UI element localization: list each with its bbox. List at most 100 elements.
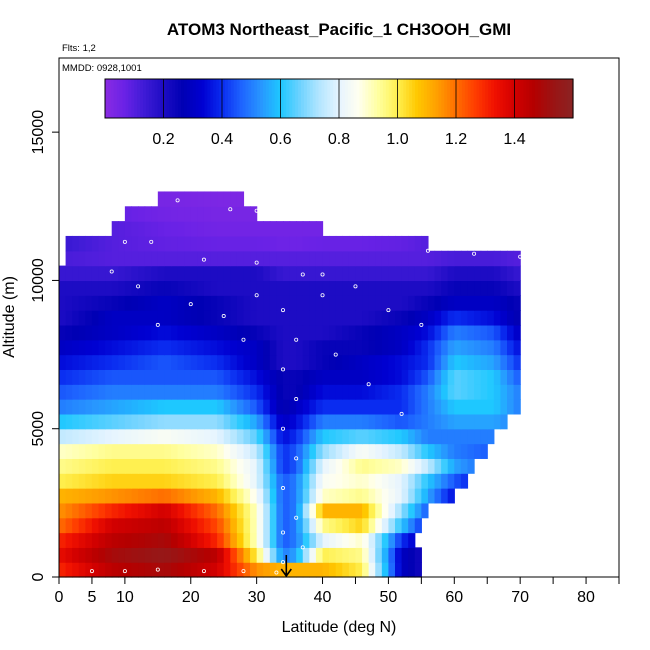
heatmap-cell — [124, 532, 133, 548]
colorbar-segment — [151, 79, 156, 118]
colorbar-segment — [441, 79, 445, 118]
heatmap-cell — [138, 324, 146, 341]
heatmap-cell — [355, 265, 363, 282]
heatmap-cell — [111, 443, 119, 459]
heatmap-cell — [250, 250, 258, 267]
heatmap-cell — [256, 547, 264, 563]
heatmap-cell — [236, 562, 245, 578]
heatmap-cell — [513, 399, 521, 415]
heatmap-cell — [164, 265, 172, 282]
heatmap-cell — [513, 384, 521, 400]
y-tick-label: 5000 — [30, 411, 47, 447]
heatmap-cell — [362, 310, 370, 326]
heatmap-cell — [269, 473, 278, 489]
heatmap-cell — [138, 369, 146, 385]
heatmap-cell — [138, 413, 146, 430]
heatmap-cell — [487, 399, 495, 415]
flight-track-point — [89, 569, 94, 574]
heatmap-cell — [421, 488, 429, 504]
heatmap-cell — [243, 532, 251, 548]
heatmap-cell — [460, 473, 469, 489]
heatmap-cell — [65, 517, 73, 534]
heatmap-cell — [223, 473, 231, 489]
heatmap-cell — [269, 339, 278, 356]
heatmap-cell — [118, 428, 126, 445]
heatmap-cell — [348, 428, 357, 445]
heatmap-cell — [289, 532, 297, 548]
flight-track-point — [280, 367, 285, 372]
heatmap-cell — [302, 221, 310, 237]
heatmap-cell — [329, 235, 337, 252]
heatmap-cell — [171, 354, 179, 370]
heatmap-cell — [124, 221, 133, 237]
heatmap-cell — [217, 532, 225, 548]
x-tick-label: 5 — [87, 589, 96, 606]
heatmap-cell — [223, 458, 231, 474]
heatmap-cell — [223, 443, 231, 459]
heatmap-cell — [289, 265, 297, 282]
heatmap-cell — [375, 250, 383, 267]
colorbar-segment — [517, 79, 521, 118]
heatmap-cell — [309, 324, 317, 341]
heatmap-cell — [381, 339, 390, 356]
heatmap-cell — [355, 235, 363, 252]
heatmap-cell — [151, 384, 159, 400]
colorbar-segment — [300, 79, 305, 118]
heatmap-cell — [111, 458, 119, 474]
heatmap-cell — [322, 265, 330, 282]
heatmap-cell — [414, 399, 422, 415]
heatmap-cell — [164, 473, 172, 489]
colorbar-segment — [359, 79, 363, 118]
x-tick-label: 20 — [182, 589, 200, 606]
heatmap-cell — [381, 443, 390, 459]
heatmap-cell — [329, 354, 337, 370]
colorbar-segment — [236, 79, 241, 118]
heatmap-cell — [296, 295, 304, 311]
heatmap-cell — [105, 517, 113, 534]
heatmap-cell — [190, 221, 198, 237]
heatmap-cell — [388, 547, 396, 563]
heatmap-cell — [460, 428, 469, 445]
heatmap-cell — [210, 221, 218, 237]
colorbar-segment — [388, 79, 393, 118]
heatmap-cell — [223, 562, 231, 578]
heatmap-cell — [401, 369, 409, 385]
heatmap-cell — [427, 428, 436, 445]
heatmap-cell — [342, 339, 350, 356]
heatmap-cell — [217, 265, 225, 282]
heatmap-cell — [309, 354, 317, 370]
heatmap-cell — [487, 324, 495, 341]
colorbar-segment — [148, 79, 153, 118]
heatmap-cell — [144, 443, 152, 459]
heatmap-cell — [322, 295, 330, 311]
heatmap-cell — [309, 488, 317, 504]
heatmap-cell — [283, 339, 291, 356]
heatmap-cell — [223, 295, 231, 311]
heatmap-cell — [59, 562, 67, 578]
heatmap-cell — [309, 517, 317, 534]
heatmap-cell — [342, 413, 350, 430]
heatmap-cell — [388, 339, 396, 356]
heatmap-cell — [289, 280, 297, 296]
colorbar-segment — [458, 79, 463, 118]
heatmap-cell — [190, 384, 198, 400]
heatmap-cell — [487, 280, 495, 296]
heatmap-cell — [395, 295, 403, 311]
heatmap-cell — [283, 324, 291, 341]
heatmap-cell — [388, 369, 396, 385]
heatmap-cell — [302, 413, 310, 430]
heatmap-cell — [276, 295, 284, 311]
colorbar-segment — [353, 79, 358, 118]
heatmap-cell — [395, 488, 403, 504]
heatmap-cell — [230, 458, 238, 474]
y-tick-label: 0 — [30, 572, 47, 581]
heatmap-cell — [157, 369, 166, 385]
colorbar-segment — [505, 79, 510, 118]
colorbar-segment — [344, 79, 349, 118]
heatmap-cell — [203, 369, 212, 385]
heatmap-cell — [441, 428, 449, 445]
x-tick-label: 50 — [380, 589, 398, 606]
heatmap-cell — [342, 473, 350, 489]
heatmap-cell — [217, 428, 225, 445]
heatmap-cell — [408, 443, 416, 459]
